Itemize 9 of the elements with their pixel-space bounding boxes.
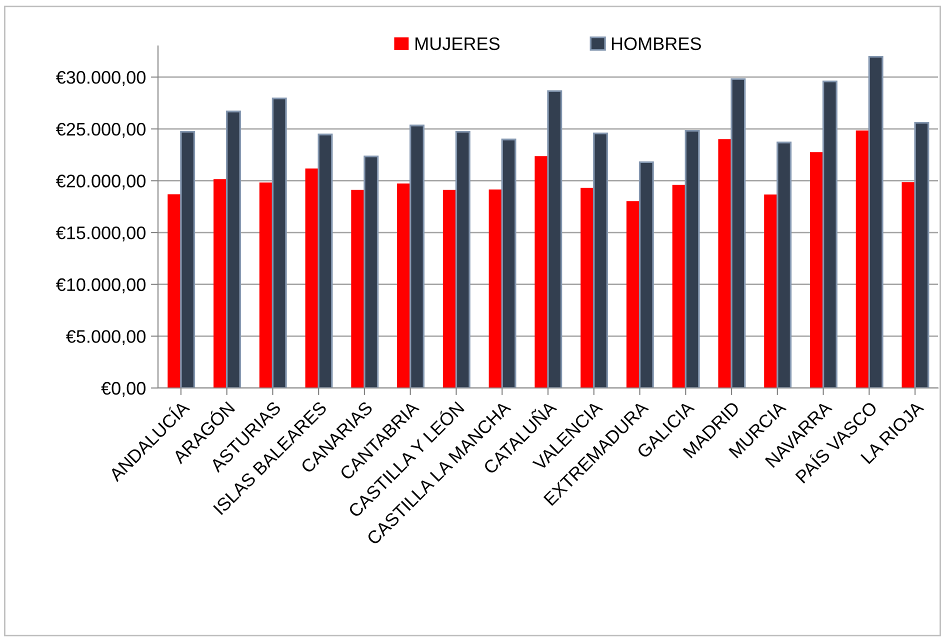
y-tick-label: €30.000,00	[56, 71, 146, 86]
y-tick-label: €15.000,00	[56, 226, 146, 242]
y-tick-label: €10.000,00	[56, 278, 146, 294]
y-tick-label: €25.000,00	[56, 122, 146, 138]
legend-label: HOMBRES	[612, 37, 701, 50]
y-tick-label: €0,00	[101, 382, 146, 397]
y-tick-label: €20.000,00	[56, 174, 146, 190]
legend-label: MUJERES	[416, 37, 500, 50]
y-tick-label: €5.000,00	[66, 330, 146, 346]
